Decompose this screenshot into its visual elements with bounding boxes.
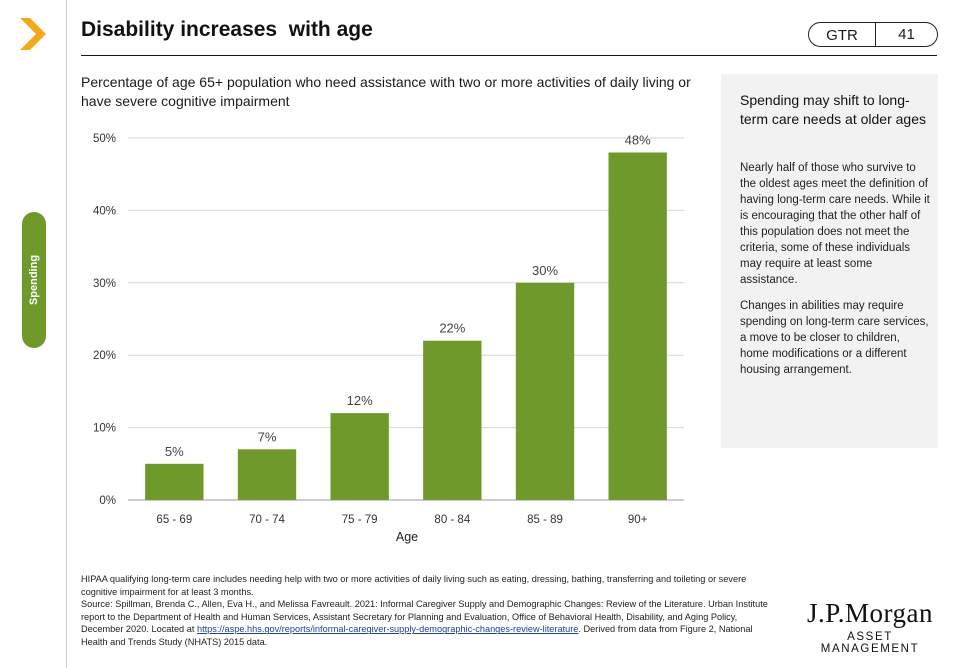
- page-badge: GTR 41: [808, 22, 938, 47]
- logo-subtitle: ASSET MANAGEMENT: [820, 631, 920, 655]
- jpmorgan-logo: J.P.Morgan ASSET MANAGEMENT: [800, 598, 940, 655]
- x-tick-label: 90+: [628, 514, 648, 526]
- data-label: 30%: [532, 263, 558, 278]
- panel-heading: Spending may shift to long-term care nee…: [740, 92, 926, 127]
- data-label: 12%: [347, 393, 373, 408]
- data-label: 22%: [439, 321, 465, 336]
- data-label: 7%: [258, 429, 277, 444]
- badge-page-number: 41: [898, 26, 915, 43]
- bar: [145, 463, 204, 500]
- bar: [608, 152, 667, 501]
- y-tick-label: 40%: [93, 205, 116, 217]
- source-suffix: . Derived from data from Figure 2, Natio…: [81, 624, 753, 647]
- logo-wordmark: J.P.Morgan: [806, 598, 934, 628]
- title-divider: [81, 55, 937, 56]
- page-title: Disability increases with age: [81, 18, 373, 41]
- panel-body: Nearly half of those who survive to the …: [740, 160, 930, 388]
- bar: [330, 413, 389, 500]
- bar: [423, 340, 482, 500]
- panel-paragraph-1: Nearly half of those who survive to the …: [740, 162, 930, 286]
- x-tick-label: 80 - 84: [434, 514, 470, 526]
- y-tick-label: 30%: [93, 278, 116, 290]
- footnote-source: Source: Spillman, Brenda C., Allen, Eva …: [81, 598, 781, 648]
- x-tick-label: 65 - 69: [156, 514, 192, 526]
- footnote-definition: HIPAA qualifying long-term care includes…: [81, 574, 747, 597]
- panel-paragraph-2: Changes in abilities may require spendin…: [740, 300, 929, 376]
- section-tab-label: Spending: [28, 254, 40, 306]
- y-tick-label: 20%: [93, 350, 116, 362]
- y-tick-label: 0%: [99, 495, 116, 507]
- side-panel: Spending may shift to long-term care nee…: [721, 74, 938, 448]
- data-label: 48%: [625, 132, 651, 147]
- left-divider: [66, 0, 67, 668]
- y-tick-label: 50%: [93, 133, 116, 145]
- chevron-right-icon: [20, 18, 46, 50]
- footnote: HIPAA qualifying long-term care includes…: [81, 573, 781, 649]
- badge-guide-code: GTR: [809, 23, 876, 46]
- bar: [237, 449, 297, 500]
- bar: [515, 282, 575, 500]
- chart-title: Percentage of age 65+ population who nee…: [81, 74, 691, 109]
- bar-chart: 0% 10% 20% 30% 40% 50% 5% 65 - 69 7% 70 - 74 12% 75…: [93, 132, 684, 544]
- source-text: Source: Spillman, Brenda C., Allen, Eva …: [81, 599, 768, 635]
- source-link[interactable]: https://aspe.hhs.gov/reports/informal-ca…: [196, 624, 579, 635]
- x-tick-label: 75 - 79: [342, 514, 378, 526]
- y-tick-label: 10%: [93, 423, 116, 435]
- section-tab-spending[interactable]: Spending: [22, 212, 46, 348]
- x-tick-label: 70 - 74: [249, 514, 285, 526]
- x-tick-label: 85 - 89: [527, 514, 563, 526]
- x-axis-label: Age: [396, 530, 418, 544]
- data-label: 5%: [165, 444, 184, 459]
